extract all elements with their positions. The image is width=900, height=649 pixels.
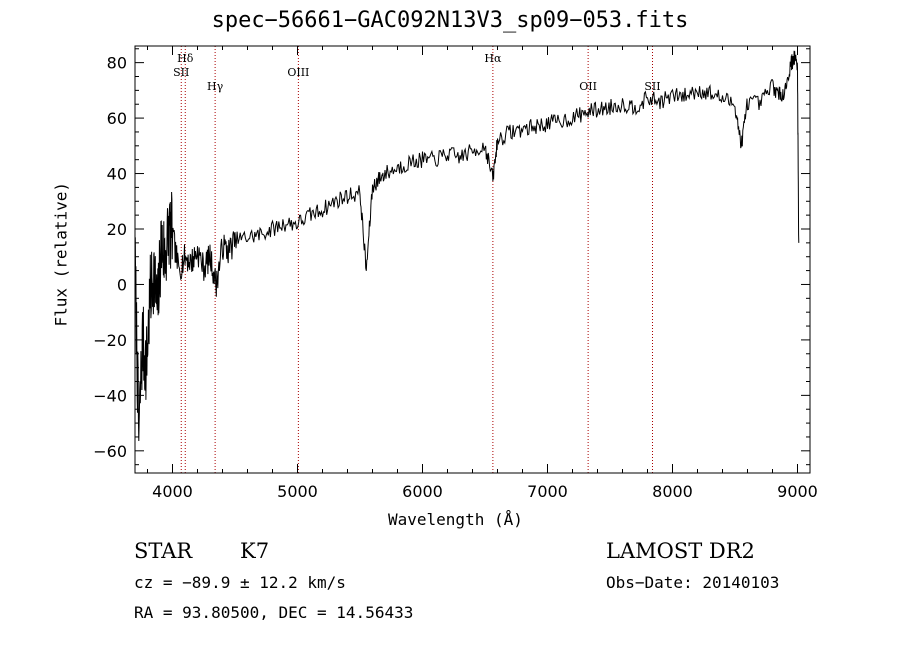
observation-date: Obs−Date: 20140103 — [606, 573, 780, 592]
emission-line-label: SII — [644, 80, 660, 93]
axis-ticks — [135, 46, 810, 473]
y-tick-label: −40 — [93, 386, 127, 405]
y-tick-label: 60 — [107, 109, 127, 128]
y-tick-label: 20 — [107, 220, 127, 239]
spectrum-line — [134, 50, 800, 442]
emission-line-label: OII — [579, 80, 597, 93]
y-tick-label: 0 — [117, 275, 127, 294]
x-axis-label: Wavelength (Å) — [388, 510, 523, 529]
y-axis-label: Flux (relative) — [51, 182, 71, 327]
emission-line-label: Hα — [484, 52, 502, 65]
x-tick-label: 7000 — [527, 482, 568, 501]
spectral-subclass: K7 — [240, 539, 270, 563]
emission-line-label: SII — [173, 66, 189, 79]
y-tick-label: −20 — [93, 331, 127, 350]
y-tick-label: 40 — [107, 165, 127, 184]
emission-line-label: Hγ — [207, 80, 224, 93]
y-tick-label: 80 — [107, 54, 127, 73]
axis-tick-labels: 4000 5000 6000 7000 8000 9000 −60 −40 −20 0 20 40 60… — [93, 54, 818, 501]
object-class: STAR — [134, 539, 193, 563]
x-tick-label: 5000 — [277, 482, 318, 501]
chart-title: spec−56661−GAC092N13V3_sp09−053.fits — [211, 8, 689, 33]
sky-coordinates: RA = 93.80500, DEC = 14.56433 — [134, 603, 414, 622]
x-tick-label: 9000 — [777, 482, 818, 501]
x-tick-label: 6000 — [402, 482, 443, 501]
survey-name: LAMOST DR2 — [606, 539, 755, 563]
emission-line-label: Hδ — [177, 52, 194, 65]
redshift-velocity: cz = −89.9 ± 12.2 km/s — [134, 573, 346, 592]
x-tick-label: 8000 — [652, 482, 693, 501]
plot-frame — [134, 45, 811, 474]
y-tick-label: −60 — [93, 442, 127, 461]
emission-line-label: OIII — [287, 66, 309, 79]
x-tick-label: 4000 — [152, 482, 193, 501]
